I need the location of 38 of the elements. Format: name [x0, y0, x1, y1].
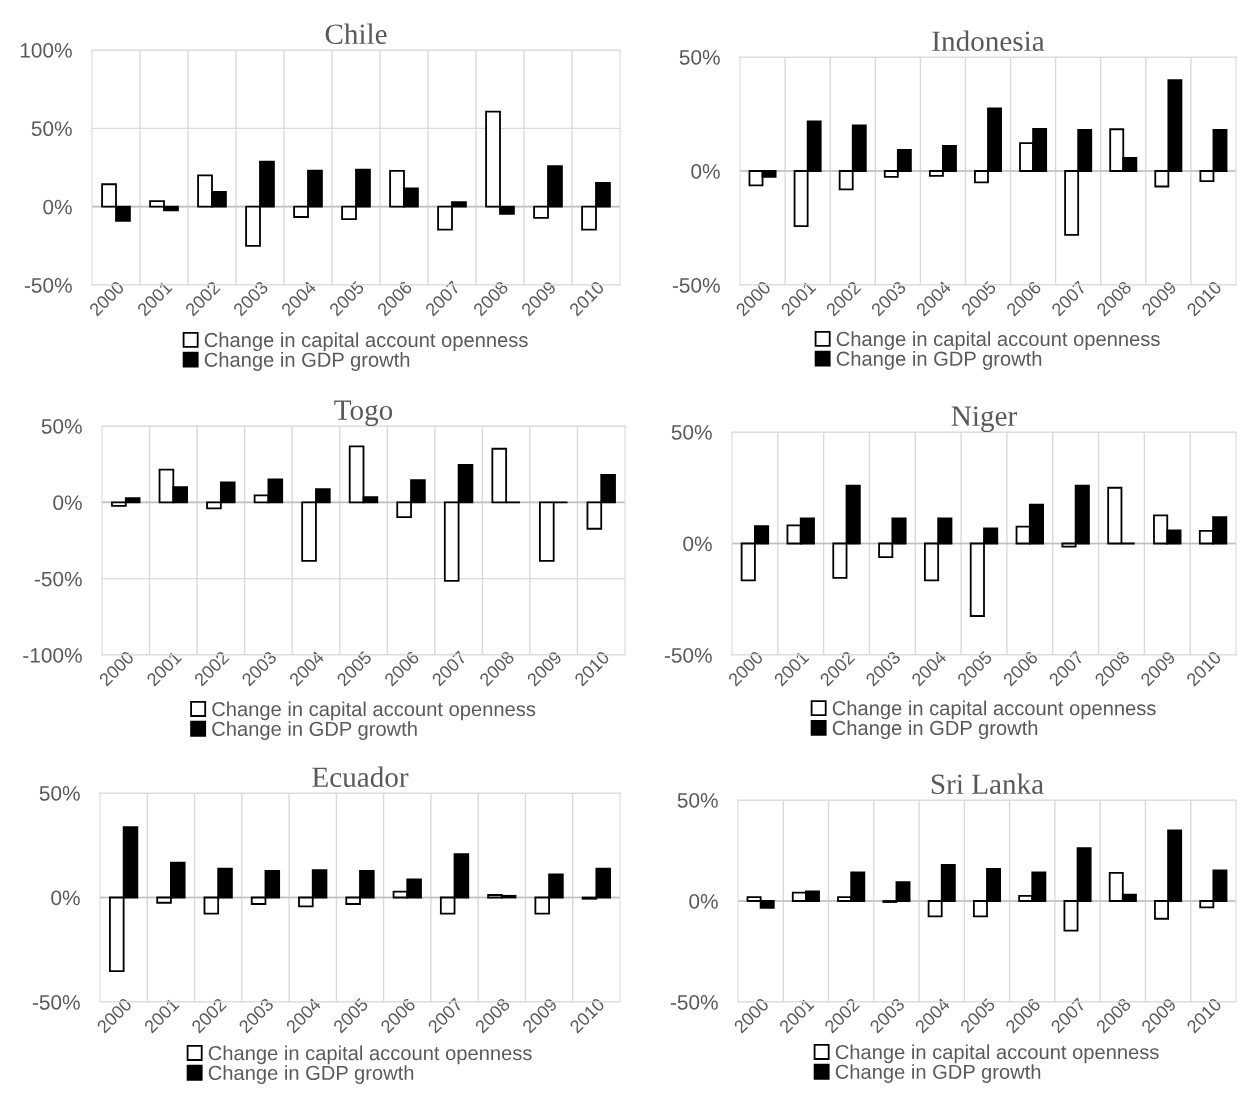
y-tick-label: 50%	[679, 50, 720, 65]
y-tick-label: 50%	[31, 121, 72, 137]
legend-label: Change in capital account openness	[204, 332, 528, 352]
chart-title: Niger	[951, 406, 1017, 432]
legend-label: Change in capital account openness	[832, 700, 1156, 720]
y-tick-label: 0%	[43, 199, 72, 215]
y-tick-label: 50%	[41, 419, 82, 434]
legend-label: Change in GDP growth	[836, 351, 1042, 370]
y-tick-label: -50%	[664, 648, 712, 663]
legend-label: Change in capital account openness	[836, 331, 1160, 351]
y-tick-label: 50%	[39, 786, 80, 801]
legend-label: Change in GDP growth	[208, 1065, 414, 1084]
legend-label: Change in capital account openness	[208, 1045, 532, 1065]
y-tick-label: 50%	[677, 793, 718, 808]
chart-title: Togo	[334, 400, 393, 426]
chart-title: Indonesia	[932, 30, 1045, 52]
y-tick-label: -50%	[34, 571, 82, 587]
y-tick-label: -50%	[24, 278, 72, 293]
y-tick-label: 0%	[689, 894, 718, 909]
y-tick-label: 0%	[683, 536, 712, 552]
y-tick-label: -50%	[32, 995, 80, 1010]
y-tick-label: 0%	[51, 890, 80, 906]
legend-label: Change in GDP growth	[204, 352, 410, 371]
legend-label: Change in capital account openness	[835, 1044, 1159, 1064]
y-tick-label: -100%	[23, 648, 82, 663]
legend-label: Change in GDP growth	[212, 721, 417, 740]
y-tick-label: -50%	[672, 278, 720, 293]
chart-title: Ecuador	[312, 766, 409, 788]
y-tick-label: 50%	[671, 425, 712, 440]
chart-title: Chile	[325, 23, 387, 45]
y-tick-label: -50%	[670, 995, 718, 1010]
y-tick-label: 100%	[20, 43, 72, 58]
y-tick-label: 0%	[691, 164, 720, 179]
legend-label: Change in capital account openness	[212, 701, 536, 721]
chart-title: Sri Lanka	[931, 773, 1044, 795]
legend-label: Change in GDP growth	[832, 720, 1038, 740]
legend-label: Change in GDP growth	[835, 1064, 1041, 1083]
y-tick-label: 0%	[53, 495, 82, 511]
